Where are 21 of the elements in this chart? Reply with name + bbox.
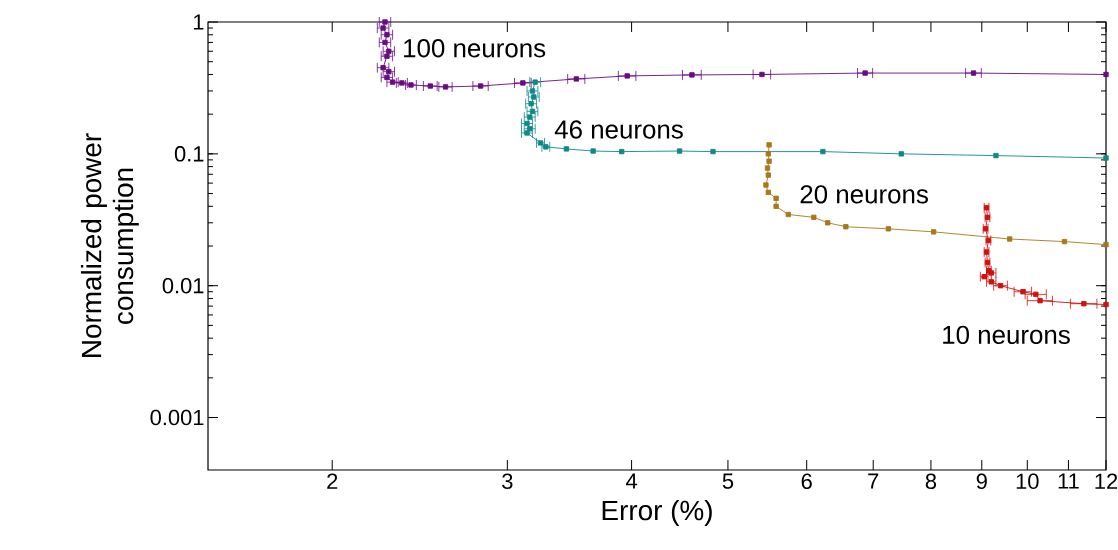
x-tick-label: 9 [976, 473, 987, 490]
series-label: 100 neurons [404, 39, 546, 58]
y-tick-label: 0.1 [174, 146, 204, 162]
series-label: 46 neurons [554, 120, 683, 139]
x-axis-title: Error (%) [602, 499, 712, 526]
x-tick-label: 4 [625, 473, 638, 489]
series-label: 20 neurons [800, 185, 928, 204]
x-tick-label: 12 [1095, 473, 1118, 489]
x-tick-label: 3 [502, 473, 513, 490]
x-tick-label: 2 [327, 473, 338, 489]
x-tick-label: 10 [1016, 473, 1039, 490]
y-tick-label: 0.01 [162, 277, 204, 294]
y-tick-label: 0.001 [150, 409, 204, 426]
y-axis-title: Normalized power consumption [80, 133, 139, 357]
x-tick-label: 8 [925, 473, 937, 490]
x-tick-label: 6 [801, 473, 812, 490]
x-tick-label: 11 [1058, 473, 1079, 489]
y-tick-label: 1 [193, 14, 204, 30]
x-tick-label: 5 [722, 473, 734, 489]
x-tick-label: 7 [868, 473, 879, 489]
series-label: 10 neurons [943, 325, 1070, 345]
